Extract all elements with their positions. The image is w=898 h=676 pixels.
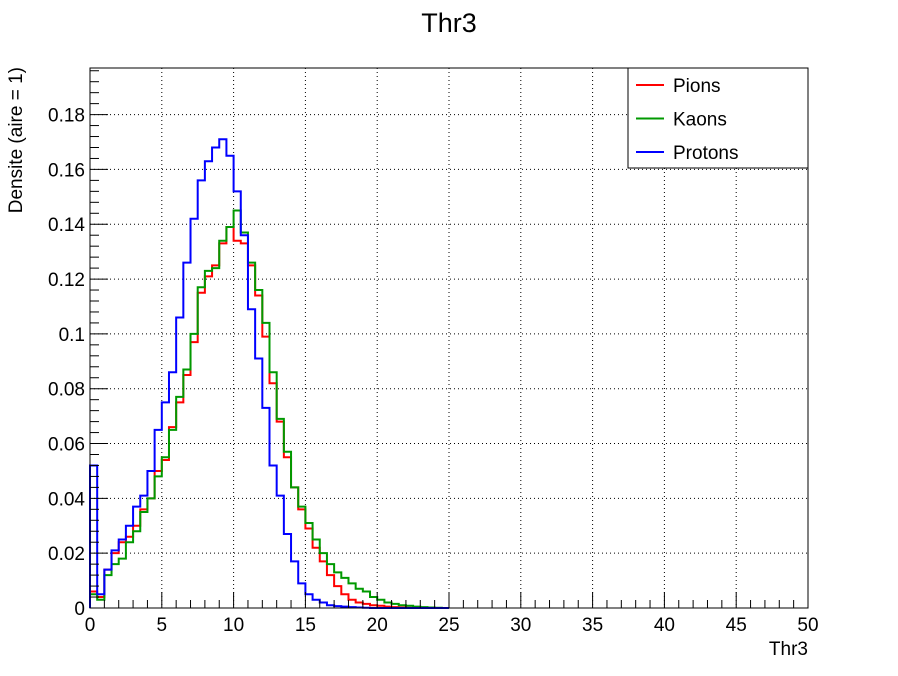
x-tick-label: 40: [654, 615, 675, 636]
x-tick-label: 30: [510, 615, 531, 636]
y-tick-label: 0.02: [48, 544, 85, 565]
y-axis: 0 0.02 0.04 0.06 0.08 0.1 0.12 0.14 0.16 0.18: [48, 70, 108, 620]
y-tick-label: 0.12: [48, 270, 85, 291]
x-tick-label: 45: [726, 615, 747, 636]
y-tick-label: 0.08: [48, 380, 85, 401]
y-tick-label: 0.18: [48, 106, 85, 127]
legend: Pions Kaons Protons: [627, 67, 809, 169]
y-axis-label: Densite (aire = 1): [6, 67, 27, 213]
x-tick-label: 0: [85, 615, 96, 636]
legend-label: Pions: [673, 76, 721, 97]
x-tick-label: 5: [157, 615, 168, 636]
x-tick-label: 25: [438, 615, 459, 636]
x-tick-label: 20: [367, 615, 388, 636]
x-tick-label: 15: [295, 615, 316, 636]
x-axis: 0 5 10 15 20 25 30 35 40 45 50: [85, 592, 819, 636]
legend-label: Kaons: [673, 110, 727, 131]
y-tick-label: 0.14: [48, 215, 85, 236]
series-protons-line: [89, 138, 449, 609]
x-tick-label: 35: [582, 615, 603, 636]
series-kaons-line: [89, 209, 449, 609]
y-tick-label: 0.16: [48, 160, 85, 181]
y-tick-label: 0: [74, 599, 85, 620]
y-tick-label: 0.1: [59, 325, 85, 346]
x-axis-label: Thr3: [769, 639, 808, 660]
x-tick-label: 50: [797, 615, 818, 636]
chart-title: Thr3: [421, 8, 477, 38]
x-tick-label: 10: [223, 615, 244, 636]
y-tick-label: 0.06: [48, 435, 85, 456]
y-tick-label: 0.04: [48, 489, 85, 510]
legend-label: Protons: [673, 143, 738, 164]
